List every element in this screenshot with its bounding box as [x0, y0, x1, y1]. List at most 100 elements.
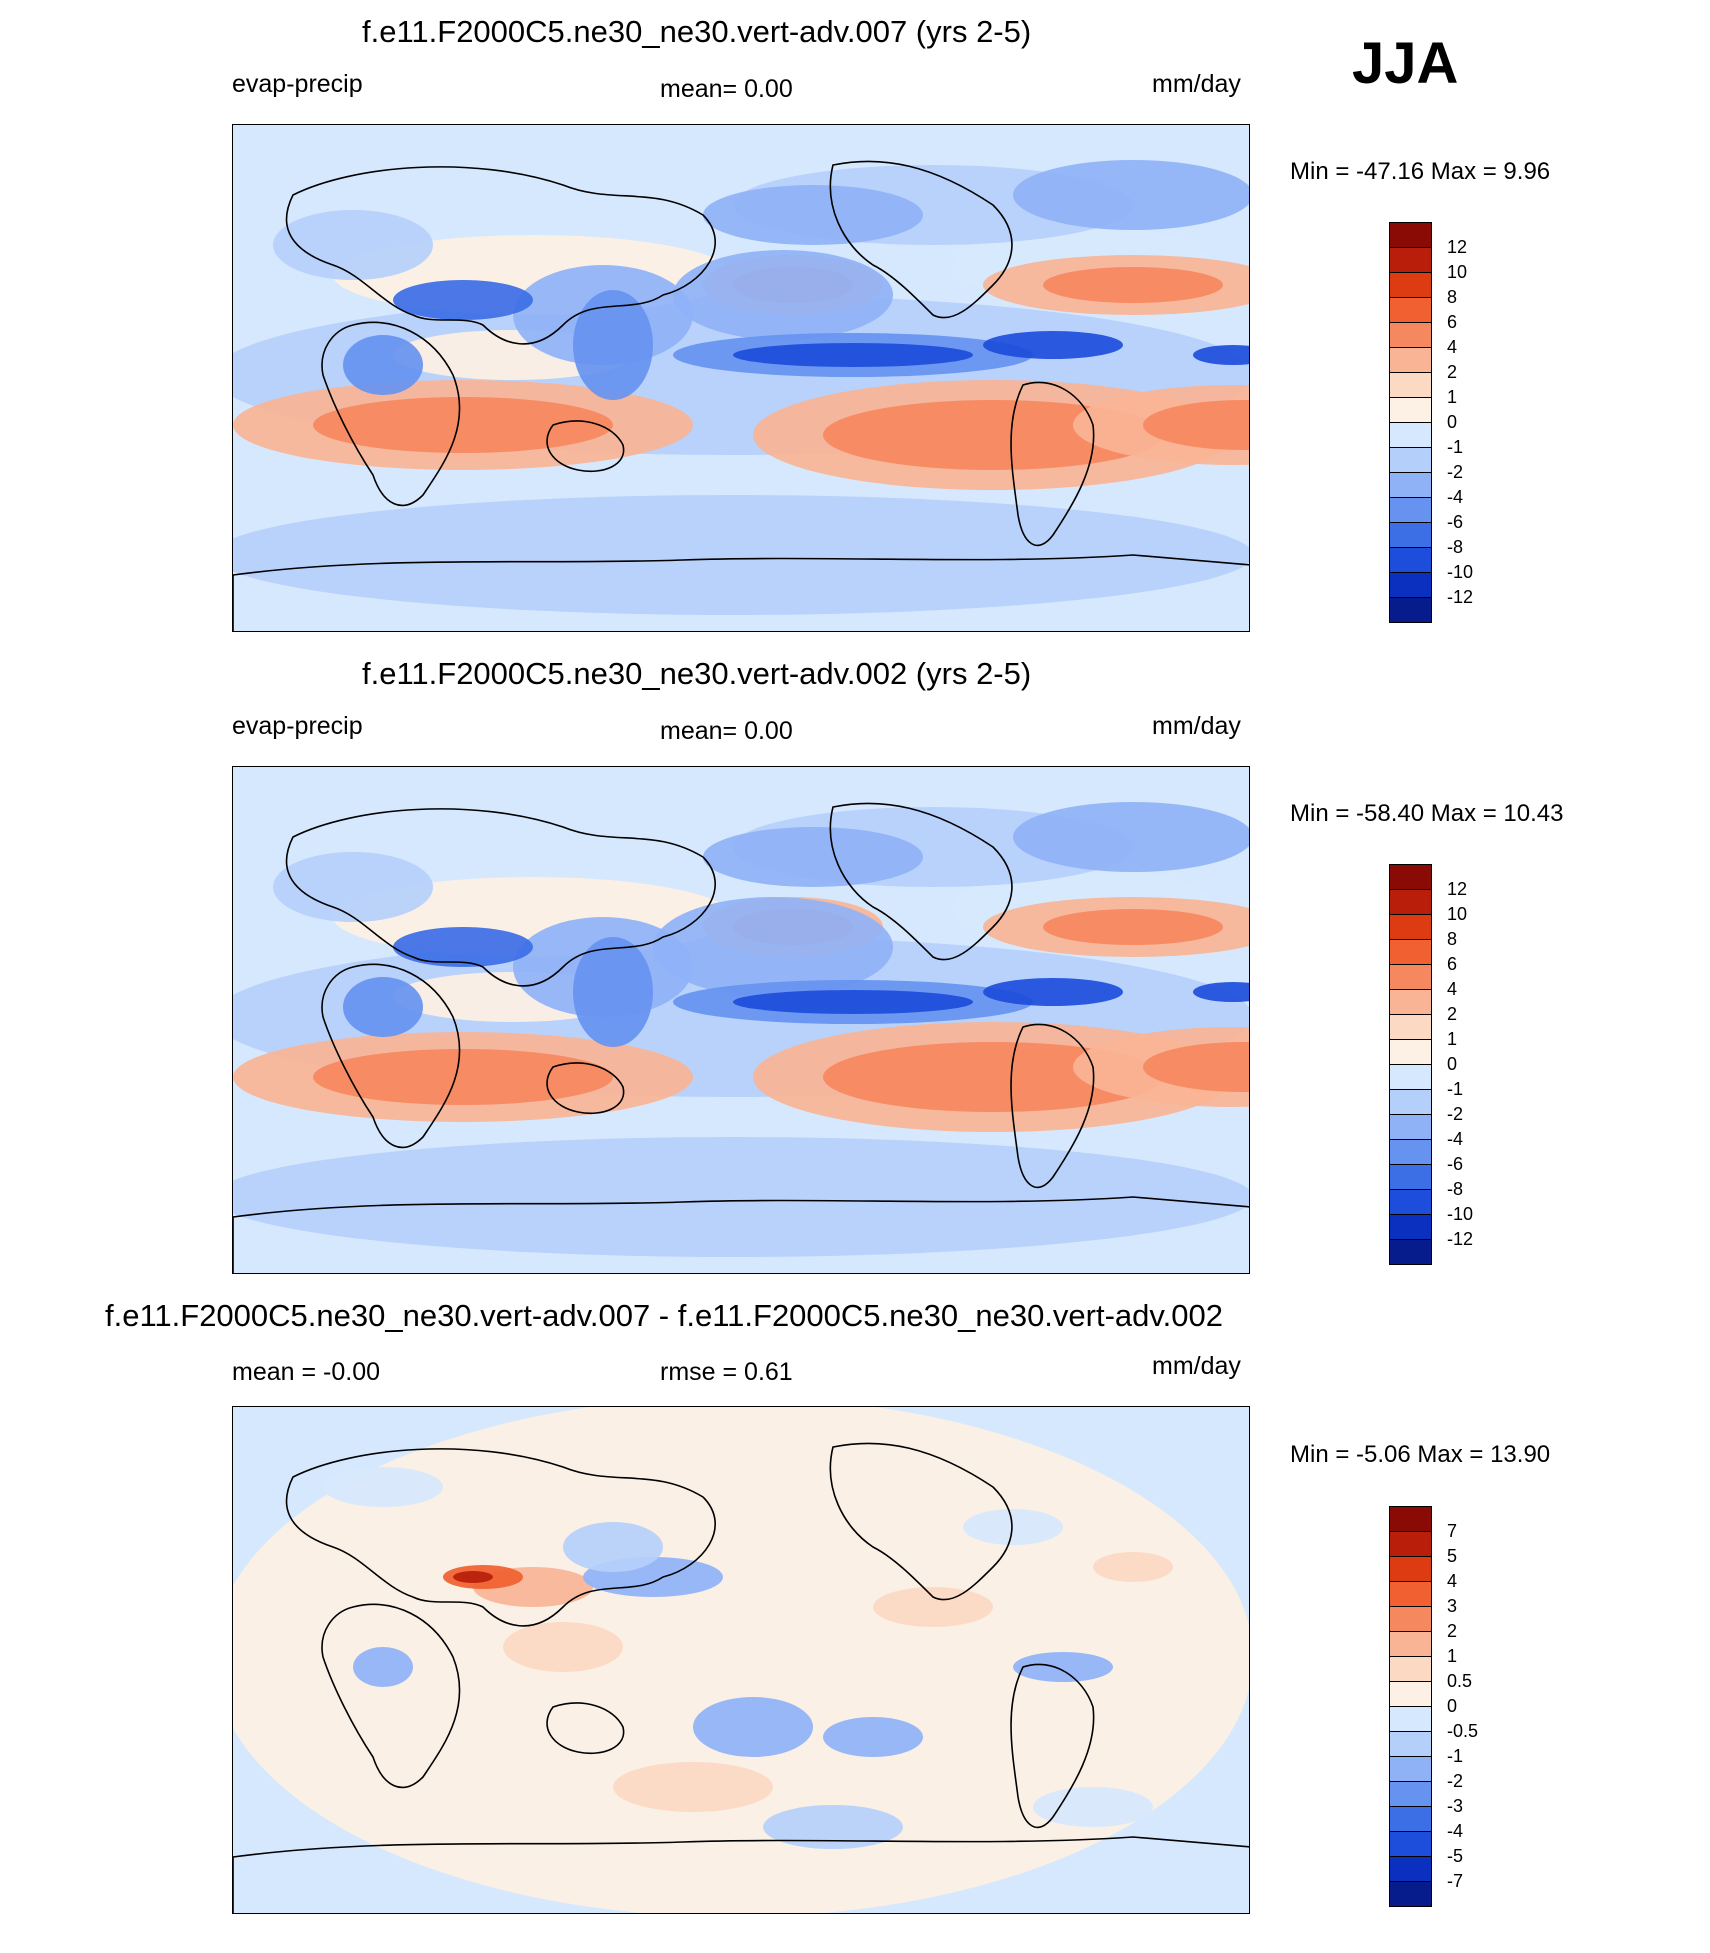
field-contour [1013, 1652, 1113, 1682]
field-contour [343, 977, 423, 1037]
colorbar-level-label: 3 [1447, 1596, 1458, 1616]
colorbar-level-label: -1 [1447, 1079, 1464, 1099]
panel-2-mean-label: mean= 0.00 [660, 717, 793, 745]
colorbar-level-label: 6 [1447, 954, 1458, 974]
colorbar-swatch [1389, 1556, 1432, 1582]
panel-1-minmax: Min = -47.16 Max = 9.96 [1290, 158, 1551, 185]
colorbar-level-label: 1 [1447, 1029, 1458, 1049]
colorbar-swatch [1389, 397, 1432, 423]
colorbar-level-label: 2 [1447, 1004, 1458, 1024]
field-contour [503, 1622, 623, 1672]
field-contour [273, 852, 433, 922]
coastline [285, 808, 716, 987]
panel-3-title: f.e11.F2000C5.ne30_ne30.vert-adv.007 - f… [105, 1298, 1223, 1333]
colorbar-level-label: 4 [1447, 1571, 1458, 1591]
field-contour [1143, 400, 1249, 450]
coastline [1010, 1023, 1095, 1189]
colorbar-swatch [1389, 914, 1432, 940]
colorbar-level-label: -7 [1447, 1871, 1464, 1891]
colorbar-level-label: -3 [1447, 1796, 1464, 1816]
field-contour [323, 1467, 443, 1507]
colorbar-swatch [1389, 1781, 1432, 1807]
field-contour [733, 343, 973, 367]
field-contour [393, 927, 533, 967]
field-contour [233, 1137, 1249, 1257]
colorbar-level-label: 1 [1447, 387, 1458, 407]
coastline [233, 554, 1249, 631]
coastline [546, 1702, 625, 1754]
colorbar-level-label: 2 [1447, 1621, 1458, 1641]
panel-3-mean-label: mean = -0.00 [232, 1358, 381, 1386]
field-contour [573, 290, 653, 400]
field-contour [653, 897, 893, 997]
colorbar-swatch [1389, 939, 1432, 965]
coastline [1010, 1663, 1095, 1829]
panel-2-title: f.e11.F2000C5.ne30_ne30.vert-adv.002 (yr… [362, 656, 1032, 691]
colorbar-swatch [1389, 447, 1432, 473]
panel-3-map [232, 1406, 1250, 1914]
field-contour [703, 185, 923, 245]
field-contour [343, 335, 423, 395]
field-contour [1043, 267, 1223, 303]
field-contour [1193, 982, 1249, 1002]
colorbar-swatch [1389, 497, 1432, 523]
colorbar-swatch [1389, 522, 1432, 548]
colorbar-level-label: 12 [1447, 237, 1468, 257]
colorbar-level-label: 4 [1447, 337, 1458, 357]
field-contour [573, 937, 653, 1047]
field-contour [823, 1717, 923, 1757]
colorbar-swatch [1389, 1581, 1432, 1607]
colorbar-level-label: 0.5 [1447, 1671, 1473, 1691]
colorbar-swatch [1389, 1164, 1432, 1190]
colorbar-level-label: -4 [1447, 1821, 1464, 1841]
colorbar-level-label: 10 [1447, 262, 1468, 282]
colorbar-swatch [1389, 1606, 1432, 1632]
colorbar-level-label: -4 [1447, 1129, 1464, 1149]
colorbar-swatch [1389, 272, 1432, 298]
colorbar-swatch [1389, 1189, 1432, 1215]
colorbar-swatch [1389, 1681, 1432, 1707]
field-contour [1033, 1787, 1153, 1827]
field-contour [1013, 802, 1249, 872]
panel-3-rmse-label: rmse = 0.61 [660, 1358, 793, 1386]
colorbar-level-label: -1 [1447, 437, 1464, 457]
colorbar-level-label: -6 [1447, 1154, 1464, 1174]
colorbar-level-label: -12 [1447, 587, 1474, 607]
panel-1-mean-label: mean= 0.00 [660, 75, 793, 103]
coastline [321, 1603, 461, 1789]
colorbar-swatch [1389, 1631, 1432, 1657]
colorbar-swatch [1389, 597, 1432, 623]
colorbar-level-label: -2 [1447, 462, 1464, 482]
field-contour [873, 1587, 993, 1627]
colorbar-swatch [1389, 297, 1432, 323]
field-contour [733, 990, 973, 1014]
field-contour [613, 1762, 773, 1812]
field-contour [1013, 160, 1249, 230]
colorbar-level-label: -8 [1447, 1179, 1464, 1199]
colorbar-level-label: -2 [1447, 1771, 1464, 1791]
colorbar-swatch [1389, 964, 1432, 990]
colorbar-level-label: 8 [1447, 929, 1458, 949]
coastline [233, 1836, 1249, 1913]
colorbar-swatch [1389, 322, 1432, 348]
panel-2-minmax: Min = -58.40 Max = 10.43 [1290, 800, 1564, 827]
coastline [285, 1448, 716, 1627]
colorbar-swatch [1389, 1089, 1432, 1115]
colorbar-swatch [1389, 1731, 1432, 1757]
panel-1-variable-label: evap-precip [232, 70, 363, 98]
colorbar-swatch [1389, 1014, 1432, 1040]
field-contour [673, 250, 893, 340]
coastline [829, 802, 1013, 961]
panel-1-title: f.e11.F2000C5.ne30_ne30.vert-adv.007 (yr… [362, 14, 1032, 49]
colorbar-level-label: 5 [1447, 1546, 1458, 1566]
colorbar-level-label: 1 [1447, 1646, 1458, 1666]
colorbar-swatch [1389, 347, 1432, 373]
colorbar-swatch [1389, 1064, 1432, 1090]
panel-1-units-label: mm/day [1152, 70, 1241, 98]
colorbar-level-label: -4 [1447, 487, 1464, 507]
colorbar-swatch [1389, 472, 1432, 498]
colorbar-swatch [1389, 864, 1432, 890]
colorbar-swatch [1389, 1856, 1432, 1882]
colorbar-swatch [1389, 989, 1432, 1015]
colorbar-swatch [1389, 1214, 1432, 1240]
